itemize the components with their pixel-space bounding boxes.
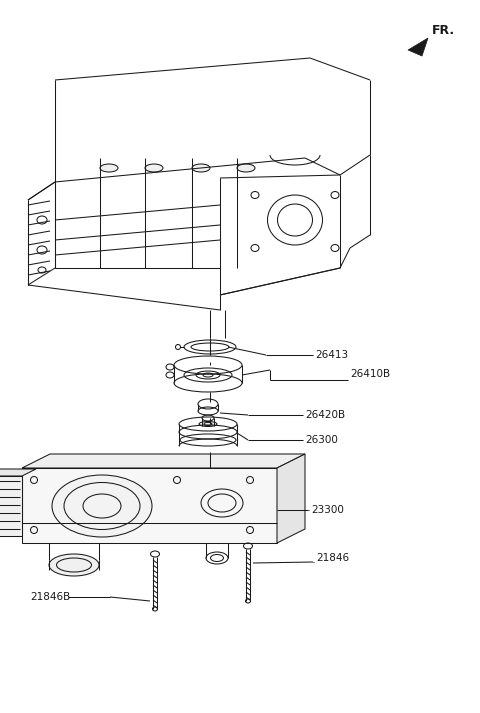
Text: 23300: 23300 <box>311 505 344 515</box>
Text: 21846: 21846 <box>316 553 349 563</box>
Polygon shape <box>22 454 305 468</box>
Polygon shape <box>277 454 305 543</box>
Ellipse shape <box>100 164 118 172</box>
Ellipse shape <box>145 164 163 172</box>
Ellipse shape <box>49 554 99 576</box>
Ellipse shape <box>237 164 255 172</box>
Ellipse shape <box>192 164 210 172</box>
Polygon shape <box>0 476 22 536</box>
Text: 26420B: 26420B <box>305 410 345 420</box>
Text: 26410B: 26410B <box>350 369 390 379</box>
Polygon shape <box>0 469 36 476</box>
Polygon shape <box>408 38 428 56</box>
Polygon shape <box>22 468 277 543</box>
Text: 26300: 26300 <box>305 435 338 445</box>
Text: FR.: FR. <box>432 24 455 36</box>
Ellipse shape <box>52 475 152 537</box>
Text: 26413: 26413 <box>315 350 348 360</box>
Text: 21846B: 21846B <box>30 592 70 602</box>
